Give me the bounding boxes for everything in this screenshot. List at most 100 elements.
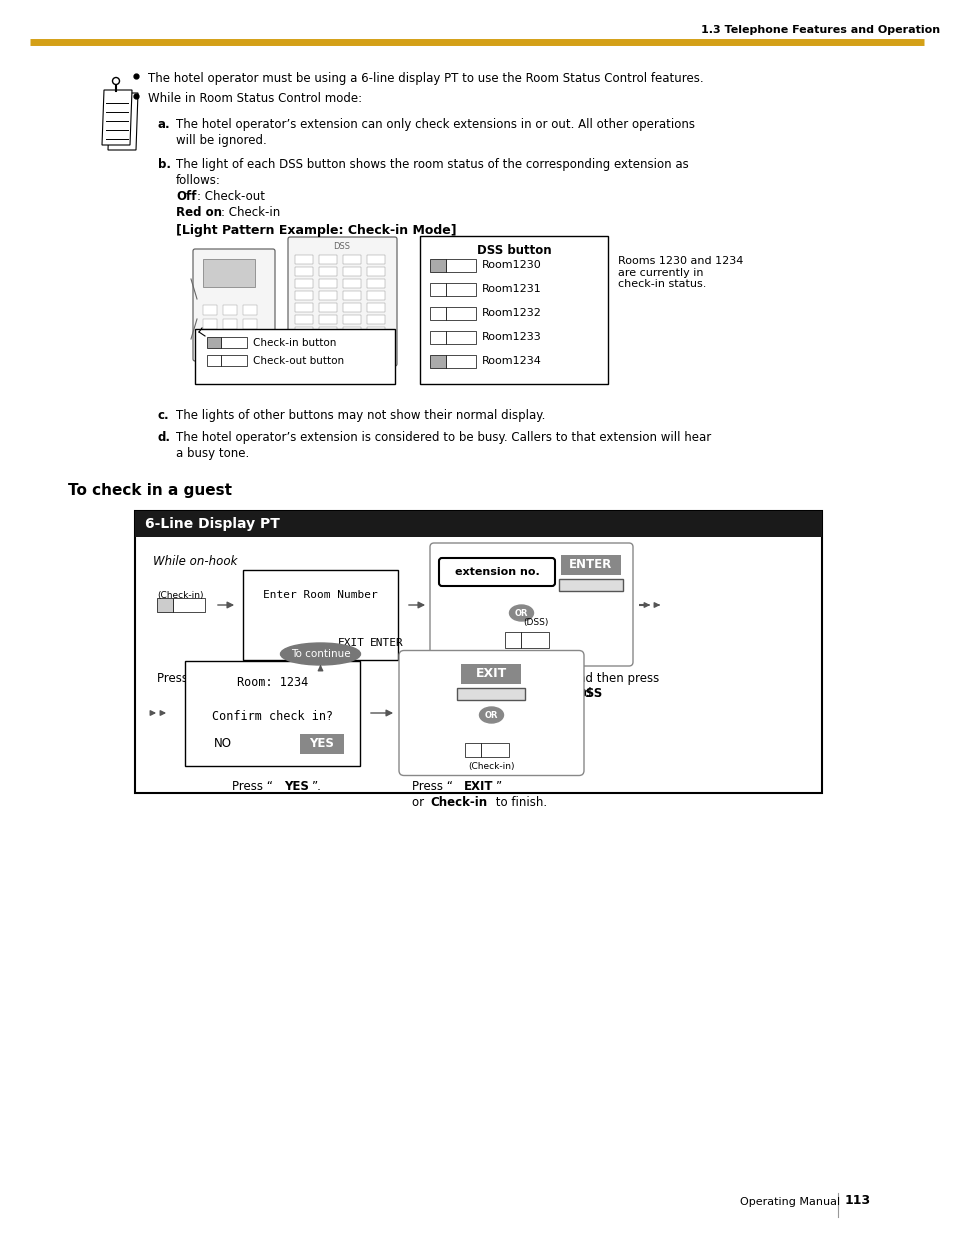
Text: Rooms 1230 and 1234
are currently in
check-in status.: Rooms 1230 and 1234 are currently in che…: [618, 256, 742, 289]
FancyBboxPatch shape: [318, 315, 336, 324]
FancyBboxPatch shape: [343, 267, 360, 275]
FancyBboxPatch shape: [398, 651, 583, 776]
FancyBboxPatch shape: [430, 259, 446, 272]
Text: Check-in button: Check-in button: [253, 337, 336, 347]
FancyBboxPatch shape: [203, 259, 254, 287]
Text: The hotel operator’s extension can only check extensions in or out. All other op: The hotel operator’s extension can only …: [175, 119, 695, 131]
Text: Press: Press: [157, 672, 192, 685]
Text: and then press: and then press: [566, 672, 659, 685]
Text: The hotel operator’s extension is considered to be busy. Callers to that extensi: The hotel operator’s extension is consid…: [175, 431, 711, 445]
FancyBboxPatch shape: [135, 511, 821, 537]
Text: EXIT: EXIT: [476, 667, 507, 680]
FancyBboxPatch shape: [294, 338, 313, 348]
Text: (Check-in): (Check-in): [468, 762, 515, 771]
FancyBboxPatch shape: [446, 308, 476, 320]
FancyBboxPatch shape: [560, 555, 620, 576]
FancyBboxPatch shape: [558, 579, 622, 592]
Text: DSS: DSS: [334, 242, 350, 251]
FancyBboxPatch shape: [343, 279, 360, 288]
Text: OR: OR: [484, 710, 497, 720]
FancyBboxPatch shape: [343, 327, 360, 336]
Text: ”: ”: [479, 687, 486, 700]
FancyBboxPatch shape: [367, 327, 385, 336]
Text: Operating Manual: Operating Manual: [740, 1197, 840, 1207]
FancyBboxPatch shape: [419, 236, 607, 384]
FancyBboxPatch shape: [203, 333, 216, 343]
Text: d.: d.: [158, 431, 171, 445]
FancyBboxPatch shape: [294, 315, 313, 324]
FancyBboxPatch shape: [446, 259, 476, 272]
FancyBboxPatch shape: [367, 267, 385, 275]
FancyBboxPatch shape: [465, 742, 481, 757]
Text: .: .: [597, 687, 600, 700]
Text: DSS: DSS: [577, 687, 602, 700]
Text: ENTER: ENTER: [441, 687, 485, 700]
Text: follows:: follows:: [175, 174, 221, 186]
FancyBboxPatch shape: [430, 543, 633, 666]
FancyBboxPatch shape: [135, 511, 821, 793]
FancyBboxPatch shape: [430, 283, 446, 296]
Text: ENTER: ENTER: [370, 638, 403, 648]
Text: The light of each DSS button shows the room status of the corresponding extensio: The light of each DSS button shows the r…: [175, 158, 688, 170]
FancyBboxPatch shape: [203, 319, 216, 329]
Text: The lights of other buttons may not show their normal display.: The lights of other buttons may not show…: [175, 409, 545, 422]
Text: Press “: Press “: [412, 779, 453, 793]
Ellipse shape: [509, 605, 533, 621]
Text: OR: OR: [515, 609, 528, 618]
Text: [Light Pattern Example: Check-in Mode]: [Light Pattern Example: Check-in Mode]: [175, 224, 456, 237]
FancyBboxPatch shape: [521, 632, 549, 648]
Circle shape: [112, 78, 119, 84]
FancyBboxPatch shape: [223, 347, 236, 357]
FancyBboxPatch shape: [243, 319, 256, 329]
Text: Confirm check in?: Confirm check in?: [212, 710, 333, 724]
Text: Room1233: Room1233: [481, 332, 541, 342]
Text: Press “: Press “: [233, 779, 274, 793]
FancyBboxPatch shape: [294, 327, 313, 336]
FancyBboxPatch shape: [243, 571, 397, 659]
FancyBboxPatch shape: [318, 279, 336, 288]
Polygon shape: [108, 93, 138, 149]
FancyBboxPatch shape: [367, 303, 385, 312]
Text: Room1234: Room1234: [481, 357, 541, 367]
Text: will be ignored.: will be ignored.: [175, 135, 267, 147]
Text: Enter Room Number: Enter Room Number: [263, 590, 377, 600]
FancyBboxPatch shape: [294, 279, 313, 288]
FancyBboxPatch shape: [294, 291, 313, 300]
FancyBboxPatch shape: [481, 742, 509, 757]
Text: (Check-in): (Check-in): [157, 592, 204, 600]
Text: Off: Off: [175, 190, 196, 203]
FancyBboxPatch shape: [457, 688, 525, 699]
Text: 113: 113: [844, 1194, 870, 1207]
FancyBboxPatch shape: [318, 291, 336, 300]
FancyBboxPatch shape: [172, 598, 205, 613]
Text: extension number: extension number: [458, 672, 578, 685]
FancyBboxPatch shape: [243, 305, 256, 315]
Text: .: .: [253, 672, 257, 685]
FancyBboxPatch shape: [203, 305, 216, 315]
FancyBboxPatch shape: [446, 354, 476, 368]
FancyBboxPatch shape: [243, 333, 256, 343]
Text: Room1232: Room1232: [481, 309, 541, 319]
Text: b.: b.: [158, 158, 171, 170]
FancyBboxPatch shape: [203, 347, 216, 357]
FancyBboxPatch shape: [157, 598, 172, 613]
Text: (DSS): (DSS): [522, 618, 548, 627]
FancyBboxPatch shape: [221, 337, 247, 348]
Text: While on-hook: While on-hook: [152, 555, 237, 568]
FancyBboxPatch shape: [343, 291, 360, 300]
Text: 1.3 Telephone Features and Operation: 1.3 Telephone Features and Operation: [700, 25, 939, 35]
FancyBboxPatch shape: [318, 267, 336, 275]
FancyBboxPatch shape: [299, 734, 344, 753]
FancyBboxPatch shape: [294, 267, 313, 275]
FancyBboxPatch shape: [207, 337, 221, 348]
Text: YES: YES: [284, 779, 309, 793]
FancyBboxPatch shape: [294, 303, 313, 312]
FancyBboxPatch shape: [207, 354, 221, 366]
Text: or: or: [412, 795, 428, 809]
FancyBboxPatch shape: [223, 333, 236, 343]
FancyBboxPatch shape: [294, 254, 313, 264]
Text: Room1230: Room1230: [481, 261, 541, 270]
Text: ”.: ”.: [312, 779, 321, 793]
Text: 6-Line Display PT: 6-Line Display PT: [145, 517, 279, 531]
Text: Check-in: Check-in: [191, 672, 248, 685]
